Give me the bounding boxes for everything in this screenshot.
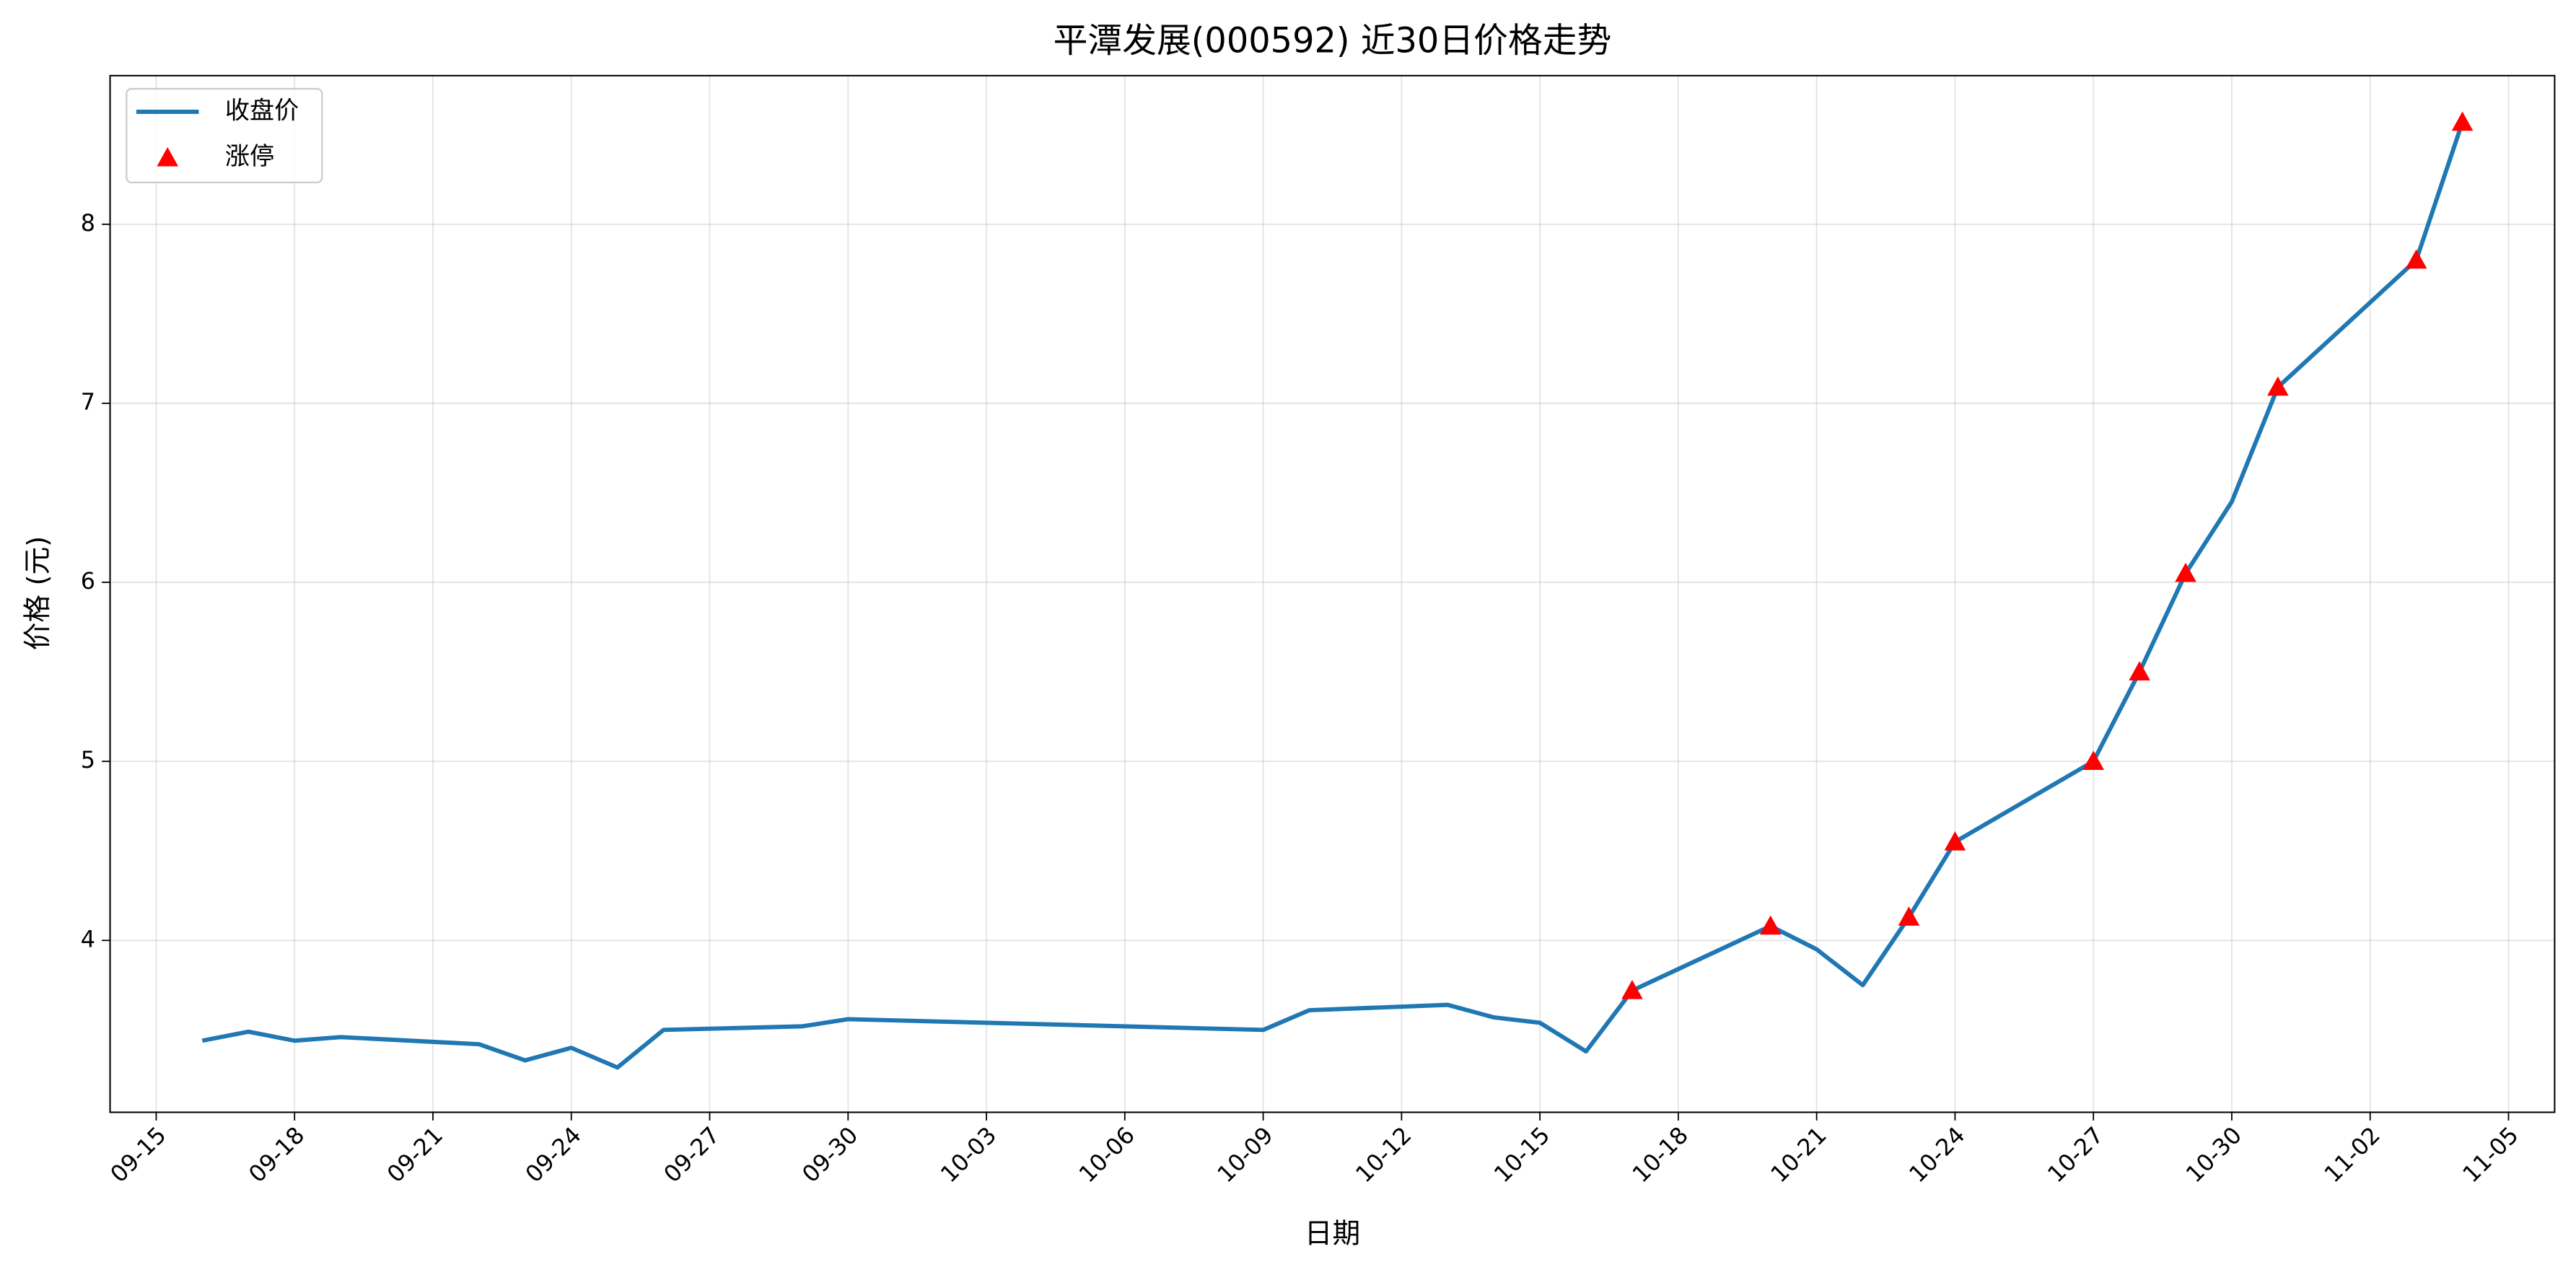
- y-tick-label: 7: [81, 388, 95, 416]
- limit-up-marker: [2267, 376, 2289, 396]
- y-tick-label: 5: [81, 746, 95, 774]
- legend-marker: [157, 146, 179, 167]
- limit-up-marker: [2451, 111, 2474, 131]
- chart-title: 平潭发展(000592) 近30日价格走势: [1053, 21, 1612, 61]
- limit-up-marker: [1621, 979, 1643, 999]
- legend-label: 收盘价: [225, 96, 299, 125]
- y-axis-label: 价格 (元): [22, 536, 54, 651]
- limit-up-marker: [2175, 562, 2196, 582]
- limit-up-marker: [1759, 915, 1782, 935]
- limit-up-marker: [1898, 906, 1920, 926]
- limit-up-marker: [1944, 831, 1966, 851]
- y-tick-label: 6: [81, 567, 95, 595]
- limit-up-marker: [2129, 661, 2150, 680]
- limit-up-marker: [2082, 750, 2104, 771]
- plot-frame: [109, 74, 2556, 1113]
- limit-up-marker: [2405, 249, 2427, 269]
- legend-label: 涨停: [225, 142, 274, 171]
- y-tick-label: 4: [81, 925, 95, 952]
- y-tick-label: 8: [81, 209, 95, 237]
- x-axis-label: 日期: [1305, 1218, 1360, 1250]
- price-line: [201, 121, 2465, 1070]
